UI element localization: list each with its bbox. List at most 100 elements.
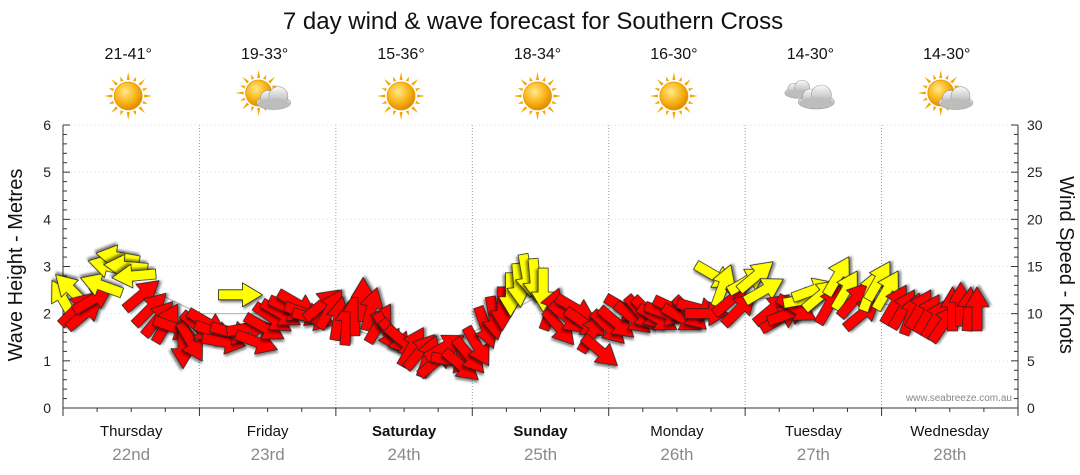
sun-ray <box>654 87 660 92</box>
sun-disc <box>659 81 689 111</box>
x-day-label: Friday <box>247 423 289 440</box>
sun-ray <box>381 100 387 105</box>
wind-arrow <box>71 287 113 316</box>
wind-arrow <box>871 270 899 313</box>
x-day-label: Wednesday <box>910 423 989 440</box>
x-date-label: 26th <box>660 445 693 464</box>
sun-rays <box>377 72 426 120</box>
sun-ray <box>933 106 937 112</box>
sun-ray <box>132 76 137 82</box>
sun-ray <box>411 79 419 86</box>
y-axis-right-title: Wind Speed - Knots <box>1055 176 1077 354</box>
sun-ray <box>415 87 421 92</box>
sun-ray <box>688 100 694 105</box>
wind-arrow-shape <box>175 320 203 362</box>
x-day-label: Thursday <box>100 423 163 440</box>
day-temperature-range: 21-41° <box>105 46 152 63</box>
x-day-label: Saturday <box>372 423 437 440</box>
x-date-label: 24th <box>388 445 421 464</box>
sun-ray <box>104 94 113 98</box>
wind-arrow <box>964 286 990 332</box>
sun-ray <box>924 76 932 84</box>
sun-ray <box>111 106 118 113</box>
sun-ray <box>108 87 115 92</box>
wind-arrow-shape <box>822 256 850 298</box>
sun-ray <box>262 74 267 80</box>
sun-ray <box>656 79 664 86</box>
wind-arrow-shape <box>80 273 124 299</box>
sun-ray <box>120 76 124 82</box>
sun-ray <box>405 76 410 82</box>
sun-ray <box>542 76 546 82</box>
y-right-tick-label: 25 <box>1027 164 1043 180</box>
sun-rays <box>649 72 698 120</box>
wind-arrow <box>80 273 124 299</box>
sun-rays <box>104 72 153 120</box>
y-left-tick-label: 4 <box>43 211 51 227</box>
y-right-tick-label: 20 <box>1027 211 1043 227</box>
sunny-icon <box>104 72 153 120</box>
sun-ray <box>684 106 691 113</box>
sun-ray <box>257 108 261 116</box>
sun-ray <box>415 100 421 105</box>
sun-ray <box>939 108 943 116</box>
sun-ray <box>518 100 524 105</box>
sun-ray <box>922 97 928 101</box>
sun-ray <box>518 87 524 92</box>
wind-arrow-shape <box>580 333 618 366</box>
y-left-tick-label: 3 <box>43 259 51 275</box>
sun-ray <box>945 74 949 80</box>
wind-arrow-shape <box>233 329 278 355</box>
sun-ray <box>939 70 943 78</box>
y-axis-left-title: Wave Height - Metres <box>5 169 27 362</box>
wind-arrow <box>242 312 285 340</box>
sun-ray <box>138 79 146 86</box>
sun-ray <box>529 110 533 116</box>
sun-ray <box>665 76 670 82</box>
cloud-underside <box>939 98 972 109</box>
y-left-tick-label: 2 <box>43 306 51 322</box>
sun-ray <box>672 112 676 120</box>
y-left-tick-label: 6 <box>43 117 51 133</box>
sun-ray <box>513 94 522 98</box>
wind-arrow <box>461 324 490 367</box>
sun-ray <box>688 87 694 92</box>
sun-ray <box>689 94 698 98</box>
sun-ray <box>138 106 146 113</box>
sun-ray <box>268 76 275 84</box>
wind-arrows-series <box>51 244 990 381</box>
wind-arrow-shape <box>735 261 774 295</box>
x-day-label: Tuesday <box>785 423 842 440</box>
wind-arrow <box>217 282 263 308</box>
sun-ray <box>384 79 391 86</box>
x-day-label: Monday <box>650 423 704 440</box>
sun-ray <box>384 106 391 113</box>
sun-ray <box>678 76 682 82</box>
sun-disc <box>386 81 416 111</box>
sun-ray <box>672 72 676 80</box>
sun-ray <box>377 94 386 98</box>
sun-ray <box>399 112 403 120</box>
day-temperature-range: 15-36° <box>377 46 424 63</box>
chart-grid <box>63 124 1018 408</box>
y-left-tick-label: 0 <box>43 400 51 416</box>
sun-ray <box>393 110 397 116</box>
wind-arrow <box>863 261 891 303</box>
sun-ray <box>271 85 278 89</box>
wind-arrow-shape <box>461 324 490 367</box>
sun-disc <box>523 81 552 111</box>
day-temperature-range: 18-34° <box>514 46 561 63</box>
wind-arrow-shape <box>71 287 113 316</box>
cloud-underside <box>257 98 290 109</box>
credit-text: www.seabreeze.com.au <box>905 393 1012 404</box>
sunny-icon <box>377 72 426 120</box>
sun-ray <box>250 74 255 80</box>
sun-ray <box>257 70 261 78</box>
sun-ray <box>649 94 658 98</box>
y-right-tick-label: 0 <box>1027 400 1035 416</box>
y-right-tick-label: 10 <box>1027 306 1043 322</box>
sun-ray <box>654 100 660 105</box>
sun-ray <box>144 94 153 98</box>
wind-arrow-shape <box>111 263 157 289</box>
sun-ray <box>242 76 250 84</box>
